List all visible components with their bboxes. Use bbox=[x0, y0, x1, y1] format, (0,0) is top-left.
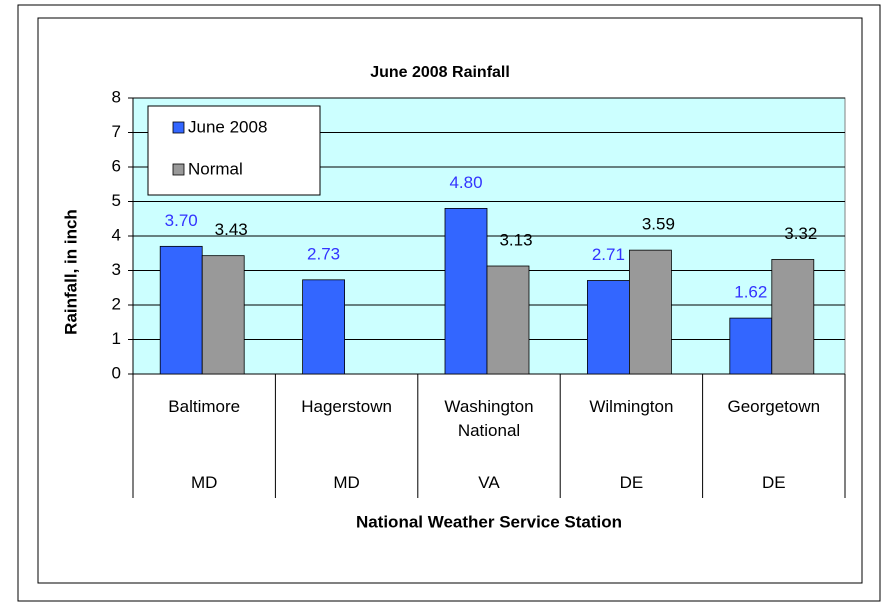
data-label: 4.80 bbox=[449, 173, 482, 192]
y-tick-label: 1 bbox=[112, 329, 121, 348]
x-group-label: MD bbox=[333, 473, 360, 492]
y-tick-label: 3 bbox=[112, 260, 121, 279]
bar bbox=[159, 245, 203, 375]
legend-swatch bbox=[172, 163, 185, 176]
bar bbox=[486, 265, 530, 375]
y-tick-label: 5 bbox=[112, 191, 121, 210]
x-group-label: DE bbox=[761, 473, 786, 492]
bar bbox=[729, 317, 773, 375]
legend bbox=[147, 105, 321, 196]
x-group-label: VA bbox=[478, 473, 500, 492]
bar bbox=[444, 207, 488, 375]
data-label: 1.62 bbox=[734, 283, 767, 302]
y-axis-title: Rainfall, in inch bbox=[61, 209, 80, 335]
data-label: 2.71 bbox=[592, 245, 625, 264]
data-label: 3.13 bbox=[499, 230, 532, 249]
chart-title: June 2008 Rainfall bbox=[370, 64, 510, 81]
x-tick-label: Washington National bbox=[444, 397, 534, 440]
y-tick-label: 2 bbox=[112, 294, 121, 313]
y-tick-label: 7 bbox=[112, 122, 121, 141]
bar bbox=[629, 249, 672, 375]
x-group-label: MD bbox=[190, 473, 218, 492]
legend-swatch bbox=[172, 121, 185, 134]
bar bbox=[302, 279, 346, 375]
data-label: 3.59 bbox=[642, 215, 675, 234]
data-label: 2.73 bbox=[307, 244, 340, 263]
x-axis-title: National Weather Service Station bbox=[356, 512, 622, 531]
bar bbox=[587, 280, 630, 375]
bar bbox=[771, 259, 815, 375]
x-group-label: DE bbox=[619, 473, 644, 492]
legend-label: June 2008 bbox=[188, 117, 267, 136]
y-tick-label: 0 bbox=[112, 363, 121, 382]
bar bbox=[201, 255, 245, 375]
x-tick-label: Georgetown bbox=[727, 397, 821, 416]
x-tick-label: Wilmington bbox=[589, 397, 674, 416]
y-tick-label: 4 bbox=[112, 225, 121, 244]
x-tick-label: Baltimore bbox=[168, 397, 241, 416]
legend-label: Normal bbox=[188, 159, 243, 178]
data-label: 3.32 bbox=[784, 224, 817, 243]
y-tick-label: 6 bbox=[112, 156, 121, 175]
data-label: 3.70 bbox=[165, 211, 198, 230]
y-tick-label: 8 bbox=[112, 87, 121, 106]
data-label: 3.43 bbox=[215, 220, 248, 239]
x-tick-label: Hagerstown bbox=[301, 397, 392, 416]
